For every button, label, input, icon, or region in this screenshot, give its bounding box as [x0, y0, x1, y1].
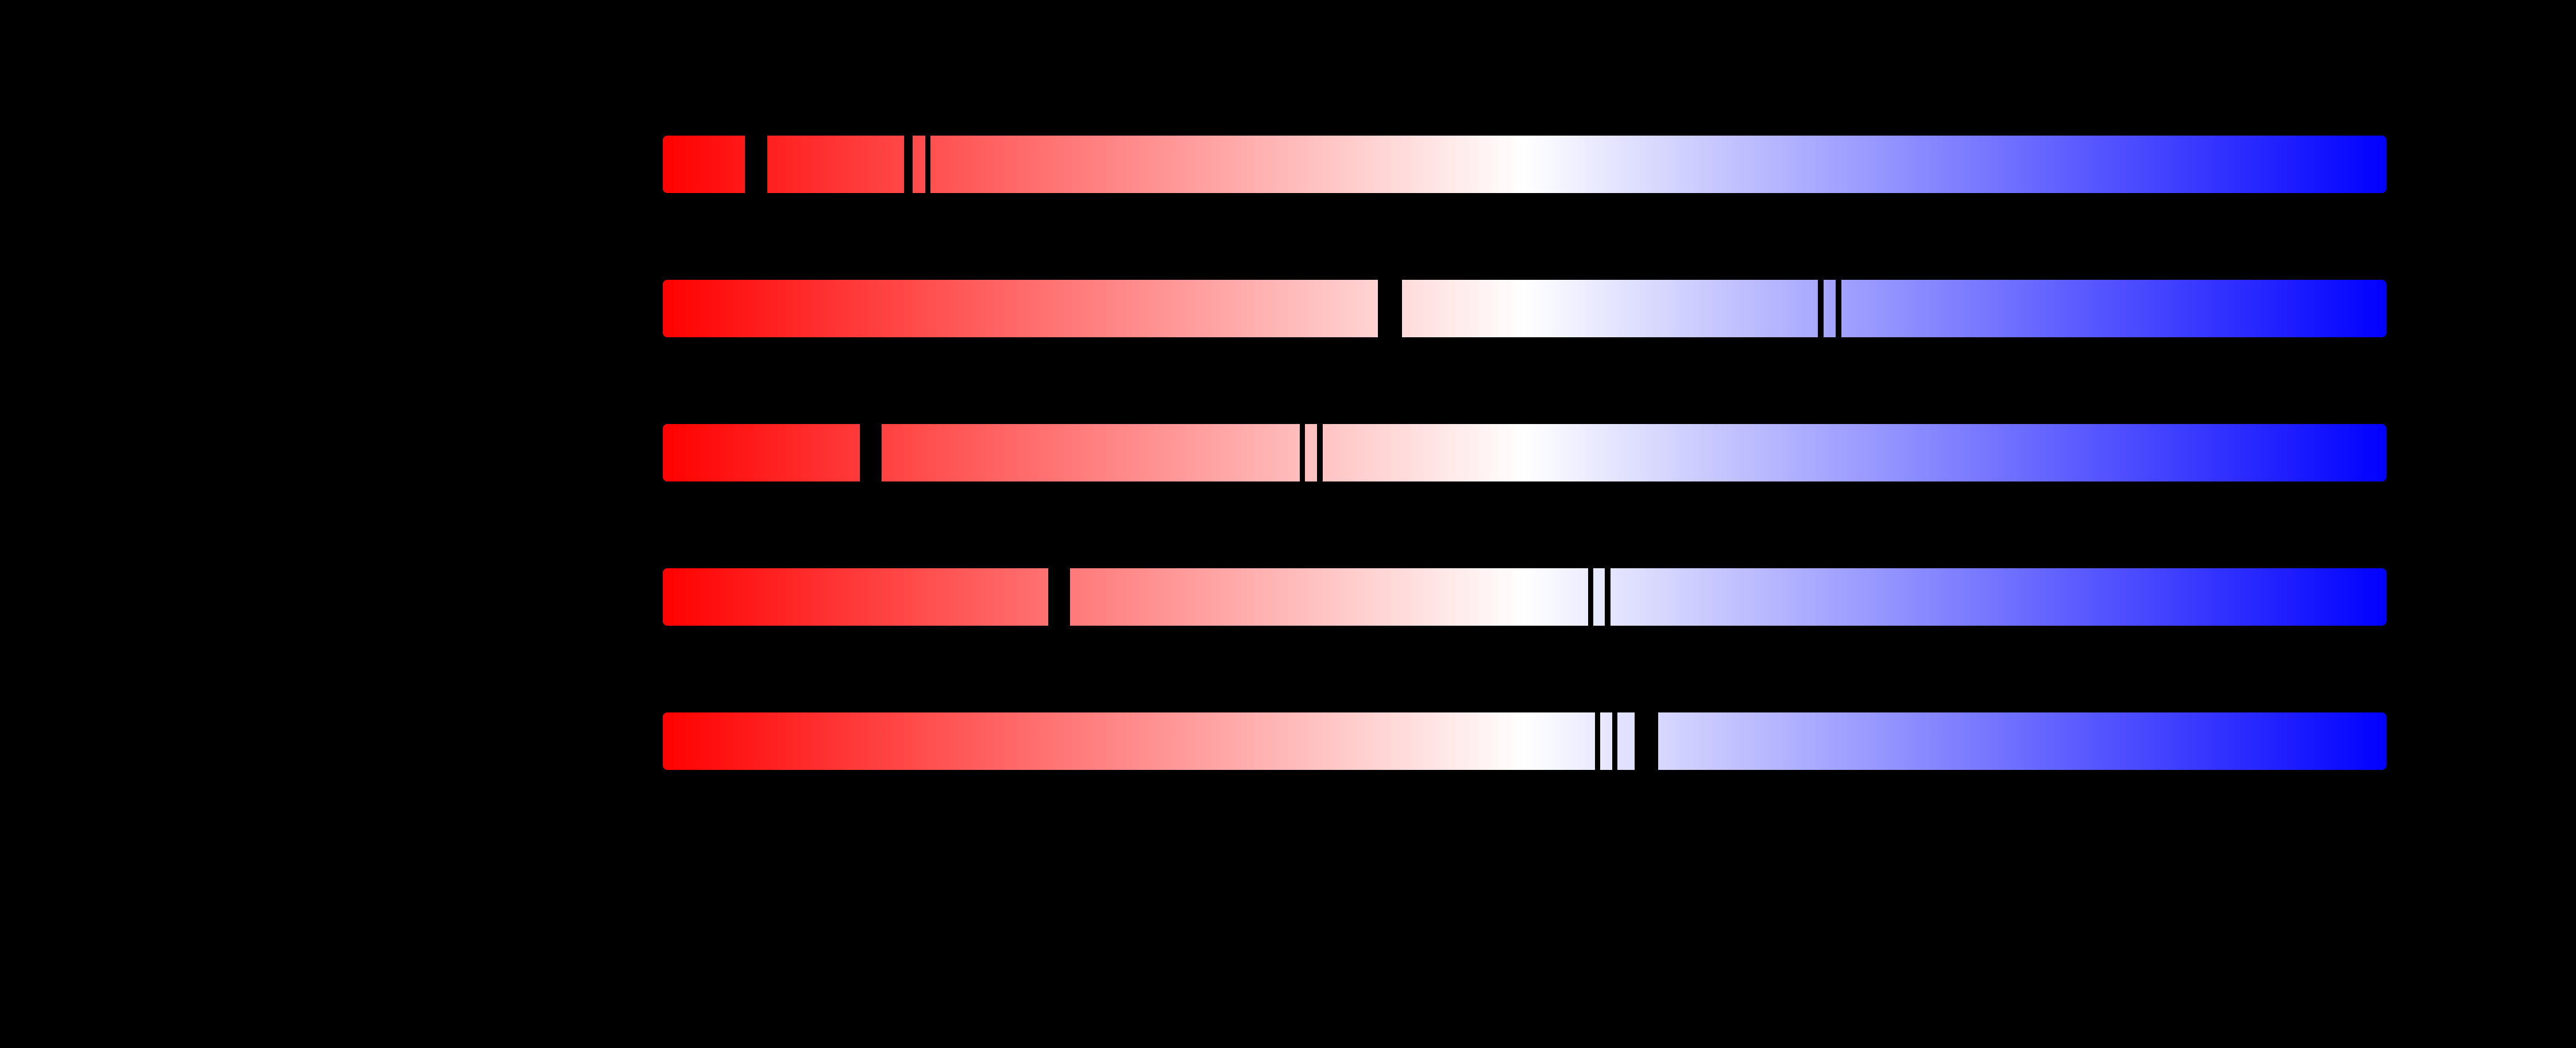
notch-gap-marker: [1612, 711, 1617, 771]
wide-gap-marker: [1634, 711, 1659, 771]
wide-gap-marker: [1378, 279, 1403, 338]
gradient-bar-row-3: [663, 423, 2386, 483]
gradient-bar-row-4: [663, 567, 2386, 627]
gradient-bar-row-5: [663, 711, 2386, 771]
notch-gap-marker: [1299, 423, 1305, 483]
wide-gap-marker: [860, 423, 882, 483]
notch-gap-marker: [1835, 279, 1842, 338]
notch-gap-marker: [904, 134, 913, 194]
notch-gap-marker: [1594, 711, 1600, 771]
gradient-bar-row-1: [663, 134, 2386, 194]
wide-gap-marker: [745, 134, 767, 194]
notch-gap-marker: [1605, 567, 1611, 627]
notch-gap-marker: [1588, 567, 1593, 627]
notch-gap-marker: [1817, 279, 1824, 338]
notch-gap-marker: [1316, 423, 1323, 483]
notch-gap-marker: [925, 134, 931, 194]
gradient-bar-row-2: [663, 279, 2386, 338]
wide-gap-marker: [1048, 567, 1071, 627]
